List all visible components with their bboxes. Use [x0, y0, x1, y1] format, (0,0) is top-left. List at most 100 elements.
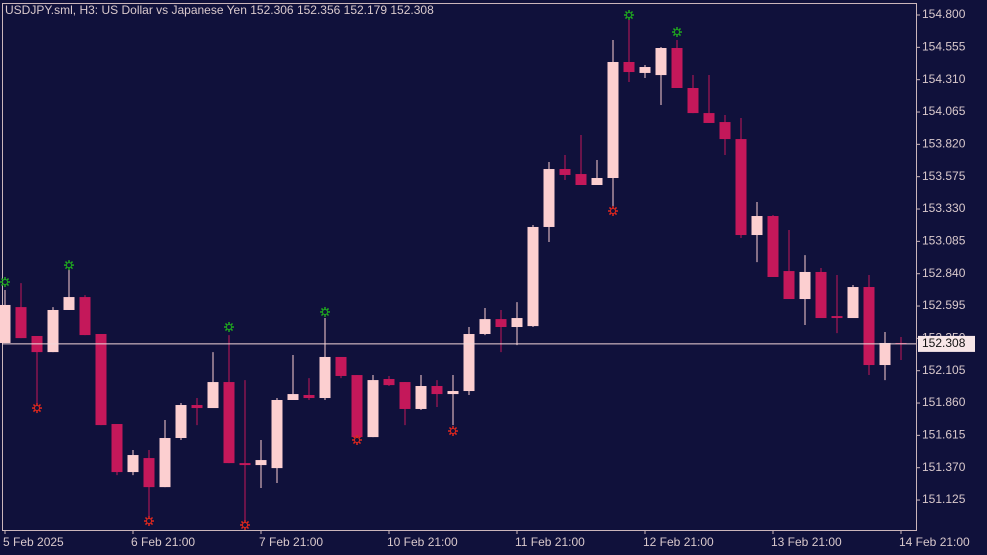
candle-body	[399, 382, 411, 409]
candle-body	[607, 61, 619, 179]
signal-core	[2, 279, 8, 286]
y-tick-label: 153.820	[922, 137, 966, 151]
candle-body	[671, 48, 683, 88]
x-tick-label: 13 Feb 21:00	[771, 535, 842, 549]
signal-marker	[624, 10, 634, 21]
signal-core	[354, 436, 360, 443]
y-tick-label: 154.310	[922, 72, 966, 86]
signal-core	[242, 521, 248, 528]
candle-body	[799, 271, 811, 300]
signal-marker	[672, 27, 682, 38]
y-tick-label: 153.330	[922, 201, 966, 215]
candle-body	[495, 319, 507, 328]
x-tick-label: 14 Feb 21:00	[899, 535, 970, 549]
candle-body	[127, 455, 139, 473]
last-price-box	[918, 335, 975, 352]
candle-body	[239, 463, 251, 466]
signal-core	[674, 29, 680, 36]
signal-core	[146, 518, 152, 525]
x-tick-label: 5 Feb 2025	[3, 535, 64, 549]
candle-body	[735, 139, 747, 236]
x-tick-label: 6 Feb 21:00	[131, 535, 195, 549]
last-price-label: 152.308	[922, 336, 966, 350]
candle-body	[287, 394, 299, 400]
candle-body	[575, 174, 587, 186]
y-tick-label: 152.105	[922, 363, 966, 377]
y-tick-label: 151.615	[922, 428, 966, 442]
candle-body	[319, 356, 331, 399]
candle-body	[159, 438, 171, 488]
candle-body	[143, 458, 155, 488]
signal-marker	[0, 277, 10, 288]
candle-body	[271, 399, 283, 469]
x-tick-label: 11 Feb 21:00	[515, 535, 585, 549]
signal-marker	[144, 516, 154, 527]
signal-marker	[240, 519, 250, 530]
signal-core	[34, 405, 40, 412]
candle-body	[207, 382, 219, 409]
candle-body	[703, 113, 715, 123]
candle-body	[367, 380, 379, 438]
signal-marker	[448, 426, 458, 437]
signal-marker	[352, 434, 362, 445]
candle-body	[111, 424, 123, 473]
x-tick-label: 7 Feb 21:00	[259, 535, 323, 549]
candle-body	[783, 271, 795, 300]
x-tick-label: 10 Feb 21:00	[387, 535, 458, 549]
y-tick-label: 154.800	[922, 7, 966, 21]
signal-core	[322, 308, 328, 315]
x-tick-label: 12 Feb 21:00	[643, 535, 714, 549]
y-tick-label: 153.085	[922, 234, 966, 248]
y-tick-label: 152.840	[922, 266, 966, 280]
candle-body	[623, 61, 635, 73]
signal-marker	[224, 322, 234, 333]
candle-body	[815, 271, 827, 319]
candle-body	[95, 334, 107, 426]
y-tick-label: 154.065	[922, 104, 966, 118]
signal-marker	[320, 306, 330, 317]
y-tick-label: 154.555	[922, 40, 966, 54]
plot-frame	[2, 3, 917, 531]
candle-body	[383, 379, 395, 386]
signal-core	[626, 12, 632, 19]
signal-marker	[608, 206, 618, 217]
candle-body	[191, 405, 203, 409]
chart-title: USDJPY.sml, H3: US Dollar vs Japanese Ye…	[5, 3, 434, 17]
y-tick-label: 151.125	[922, 492, 966, 506]
candle-body	[591, 178, 603, 186]
candle-body	[655, 48, 667, 76]
candle-body	[463, 334, 475, 392]
candle-body	[527, 226, 539, 327]
y-tick-label: 152.595	[922, 298, 966, 312]
candle-body	[863, 287, 875, 366]
candle-body	[351, 375, 363, 438]
candle-body	[687, 87, 699, 114]
candle-body	[543, 169, 555, 227]
candle-body	[559, 169, 571, 175]
signal-marker	[64, 260, 74, 271]
candle-body	[831, 316, 843, 319]
candle-body	[255, 460, 267, 466]
candle-body	[223, 382, 235, 464]
candle-body	[175, 405, 187, 439]
y-tick-label: 151.370	[922, 460, 966, 474]
candle-body	[751, 216, 763, 236]
signal-core	[226, 324, 232, 331]
candle-body	[767, 216, 779, 277]
candle-body	[447, 391, 459, 395]
candle-body	[79, 297, 91, 336]
candle-body	[0, 304, 11, 343]
candle-body	[47, 309, 59, 353]
candle-body	[719, 122, 731, 140]
signal-core	[450, 428, 456, 435]
y-tick-label: 151.860	[922, 395, 966, 409]
signal-marker	[32, 403, 42, 414]
candle-body	[15, 307, 27, 339]
candle-body	[431, 386, 443, 395]
candle-body	[639, 67, 651, 73]
candle-body	[879, 342, 891, 366]
candle-body	[415, 386, 427, 409]
candle-body	[479, 319, 491, 335]
candle-body	[303, 394, 315, 399]
